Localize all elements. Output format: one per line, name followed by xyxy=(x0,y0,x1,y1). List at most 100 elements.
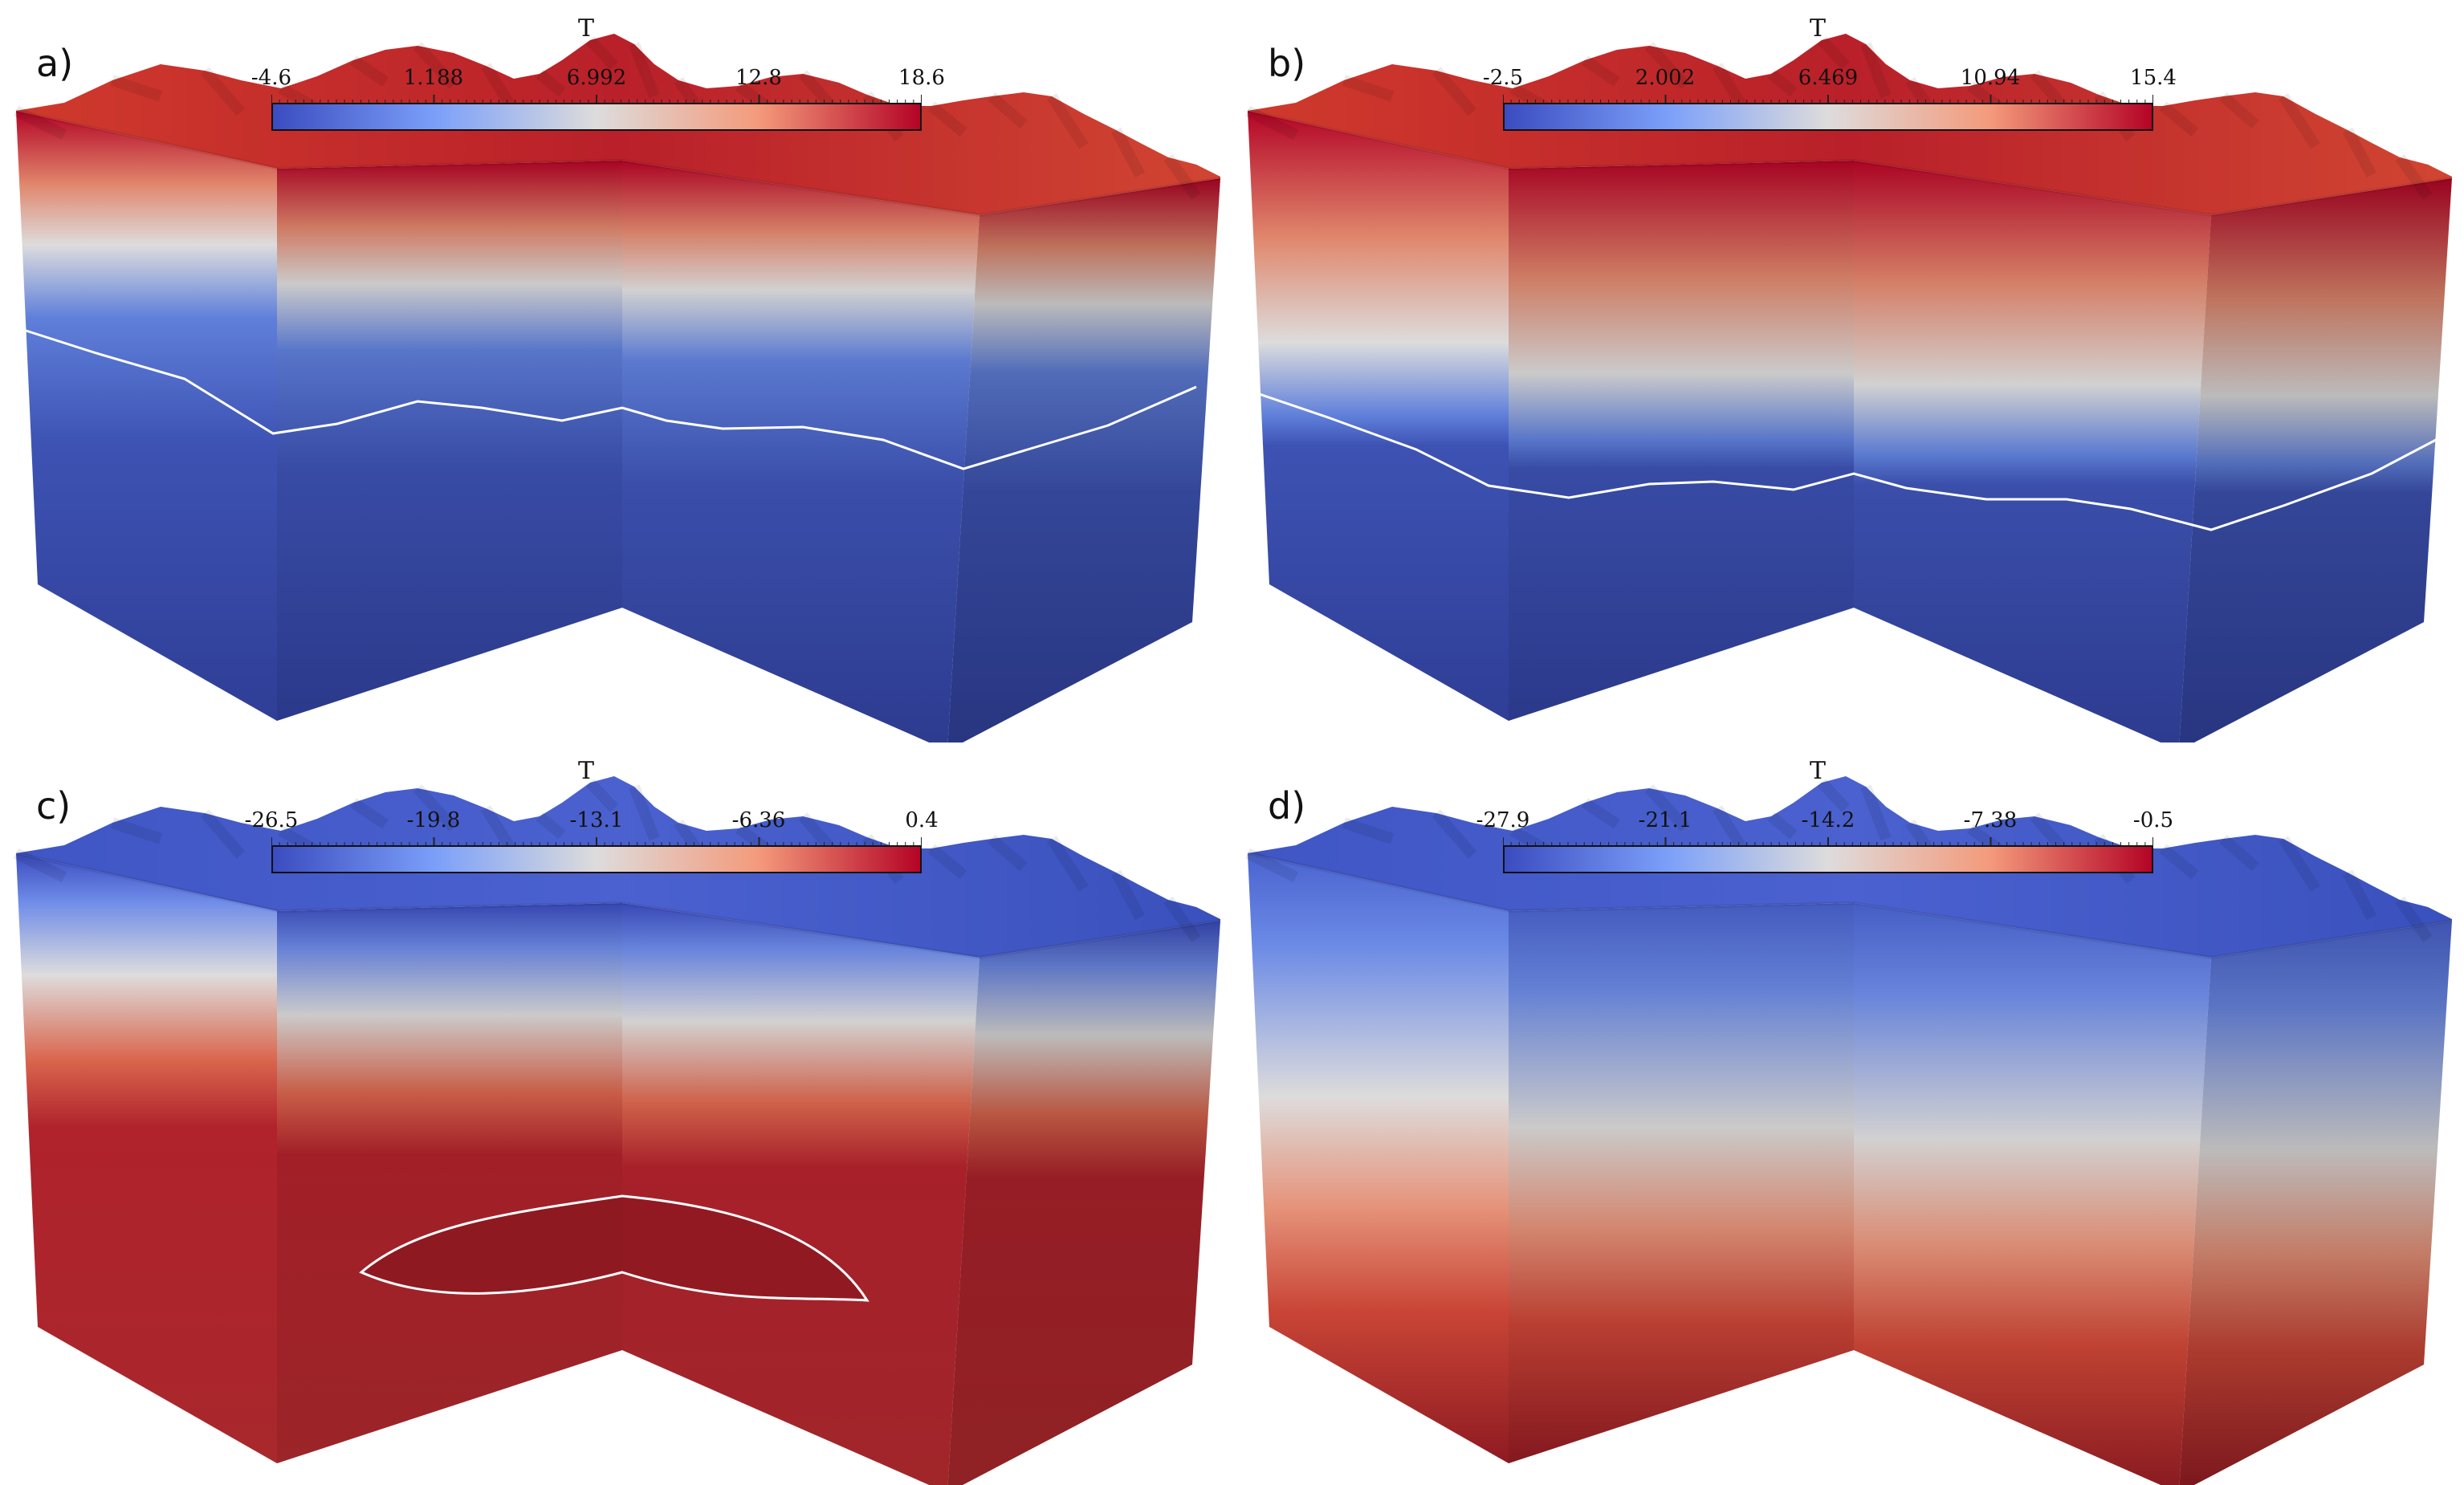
block-face xyxy=(2179,921,2452,1485)
block-face xyxy=(947,921,1220,1485)
surface-shading xyxy=(13,105,67,140)
block-face xyxy=(2179,178,2452,742)
colorbar-tick-label: 0.4 xyxy=(905,808,939,832)
surface-shading xyxy=(200,809,246,859)
colorbar-tick-label: -13.1 xyxy=(569,808,624,832)
surface-shading xyxy=(1244,105,1299,140)
surface-shading xyxy=(1432,809,1477,859)
colorbar-tick-label: -26.5 xyxy=(244,808,299,832)
surface-shading xyxy=(13,848,67,883)
block-edge xyxy=(1247,852,2453,960)
surface-shading xyxy=(1767,69,1798,97)
surface-shading xyxy=(110,75,163,102)
block-face xyxy=(622,161,979,742)
panel-label: c) xyxy=(36,784,71,828)
block-face xyxy=(1509,903,1854,1463)
colorbar-tick-label: 15.4 xyxy=(2130,66,2177,90)
surface-shading xyxy=(927,844,967,880)
surface-shading xyxy=(629,784,660,841)
colorbar-tick-label: 1.188 xyxy=(403,66,464,90)
colorbar-tick-label: -27.9 xyxy=(1476,808,1530,832)
surface-shading xyxy=(927,101,967,137)
colorbar xyxy=(271,845,922,873)
surface-shading xyxy=(1163,896,1201,943)
surface-shading xyxy=(1817,36,1851,70)
surface-shading xyxy=(2159,844,2199,880)
panel-a: a) T -4.6 1.188 6.992 12.8 18.6 xyxy=(0,0,1232,742)
colorbar-tick-label: 2.002 xyxy=(1635,66,1696,90)
surface-shading xyxy=(536,69,566,97)
surface-shading xyxy=(2342,127,2377,178)
block-face xyxy=(277,903,622,1463)
panel-label: a) xyxy=(36,42,74,85)
surface-shading xyxy=(350,55,389,87)
colorbar-tick-label: -21.1 xyxy=(1638,808,1692,832)
colorbar-title: T xyxy=(1810,757,1827,785)
surface-shading xyxy=(350,798,389,829)
surface-shading xyxy=(1644,42,1690,89)
surface-shading xyxy=(413,42,458,89)
surface-shading xyxy=(2395,153,2433,201)
colorbar-title: T xyxy=(578,757,595,785)
block-face xyxy=(947,178,1220,742)
surface-shading xyxy=(2219,834,2259,872)
panel-b: b) T -2.5 2.002 6.469 10.94 15.4 xyxy=(1232,0,2463,742)
surface-shading xyxy=(2395,896,2433,943)
surface-shading xyxy=(1860,42,1892,99)
surface-shading xyxy=(629,42,660,99)
isotherm-contour xyxy=(1247,389,2437,531)
colorbar xyxy=(271,103,922,131)
block-edge xyxy=(15,852,1221,960)
colorbar xyxy=(1503,845,2153,873)
panel-c: c) T -26.5 -19.8 -13.1 -6.36 0.4 xyxy=(0,742,1232,1485)
colorbar-tick-label: -6.36 xyxy=(731,808,786,832)
block-edge xyxy=(1247,109,2453,218)
colorbar-tick-label: -4.6 xyxy=(250,66,292,90)
surface-shading xyxy=(200,67,246,116)
surface-shading xyxy=(1047,93,1089,149)
colorbar-tick-label: 6.992 xyxy=(566,66,627,90)
block-face xyxy=(16,111,277,721)
surface-shading xyxy=(1582,55,1620,87)
surface-shading xyxy=(2342,869,2377,921)
colorbar-tick-label: 10.94 xyxy=(1960,66,2021,90)
surface-shading xyxy=(1110,127,1146,178)
surface-shading xyxy=(1342,817,1395,844)
colorbar-tick-label: -14.2 xyxy=(1801,808,1855,832)
block-face xyxy=(622,903,979,1485)
colorbar xyxy=(1503,103,2153,131)
colorbar-tick-label: -0.5 xyxy=(2132,808,2174,832)
surface-shading xyxy=(110,817,163,844)
surface-shading xyxy=(585,36,619,70)
surface-shading xyxy=(1163,153,1201,201)
surface-shading xyxy=(1582,798,1620,829)
surface-shading xyxy=(1432,67,1477,116)
colorbar-tick-label: 12.8 xyxy=(735,66,782,90)
surface-shading xyxy=(1110,869,1146,921)
block-face xyxy=(1509,161,1854,721)
isotherm-contour xyxy=(15,326,1197,470)
block-edge xyxy=(15,109,1221,218)
surface-shading xyxy=(413,784,458,832)
panel-d: d) T -27.9 -21.1 -14.2 -7.38 -0.5 xyxy=(1232,742,2463,1485)
surface-shading xyxy=(1342,75,1395,102)
surface-shading xyxy=(988,92,1028,129)
colorbar-tick-label: 6.469 xyxy=(1798,66,1859,90)
block-face xyxy=(277,161,622,721)
block-face xyxy=(16,853,277,1463)
colorbar-tick-label: -2.5 xyxy=(1482,66,1524,90)
surface-shading xyxy=(1767,812,1798,840)
surface-shading xyxy=(2159,101,2199,137)
colorbar-tick-label: 18.6 xyxy=(898,66,945,90)
temperature-block-render xyxy=(1244,34,2453,742)
panel-label: d) xyxy=(1268,784,1306,828)
surface-shading xyxy=(2279,836,2320,892)
isotherm-contour xyxy=(359,1194,870,1302)
surface-shading xyxy=(1860,784,1892,841)
block-face xyxy=(1248,111,1509,721)
block-face xyxy=(1854,161,2211,742)
surface-shading xyxy=(1047,836,1089,892)
block-face xyxy=(1854,903,2211,1485)
colorbar-title: T xyxy=(1810,14,1827,43)
panel-label: b) xyxy=(1268,42,1306,85)
